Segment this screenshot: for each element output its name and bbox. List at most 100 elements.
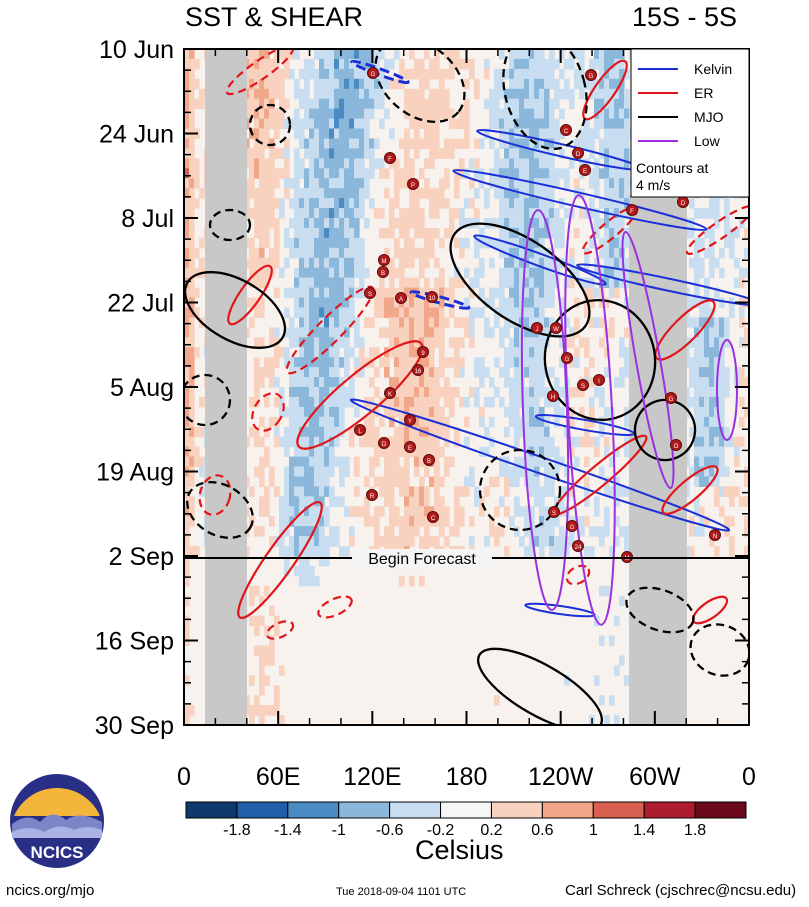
legend-box	[630, 48, 750, 198]
storm-marker: N	[709, 529, 721, 541]
storm-marker: I	[593, 374, 605, 386]
storm-label: K	[388, 392, 392, 398]
y-tick-label: 19 Aug	[96, 459, 174, 487]
storm-marker: M	[378, 254, 390, 266]
x-tick-label: 120E	[343, 763, 401, 791]
er-contour	[198, 474, 232, 516]
footer-credit: Carl Schreck (cjschrec@ncsu.edu)	[565, 882, 797, 899]
storm-marker: S	[548, 506, 560, 518]
storm-label: B	[427, 459, 431, 465]
title-left: SST & SHEAR	[185, 2, 364, 32]
colorbar-tick-label: 1.8	[684, 822, 706, 839]
mjo-contour	[208, 208, 252, 242]
storm-label: C	[431, 516, 436, 522]
kelvin-contour	[576, 263, 749, 307]
low-contour	[621, 230, 675, 490]
er-contour	[654, 299, 716, 361]
y-tick-label: 30 Sep	[95, 712, 174, 740]
storm-label: G	[669, 397, 674, 403]
storm-label: G	[589, 74, 594, 80]
er-contour	[265, 620, 295, 640]
colorbar-tick-label: 1.4	[633, 822, 655, 839]
land-mask-africa	[205, 49, 247, 725]
storm-marker: D	[677, 196, 689, 208]
storm-marker: 16	[412, 364, 424, 376]
er-contour	[227, 264, 273, 326]
storm-label: A	[399, 297, 403, 303]
y-tick-label: 22 Jul	[107, 290, 174, 318]
legend-entry: Kelvin	[694, 61, 732, 77]
colorbar: -1.8 -1.4 -1 -0.6 -0.2 0.2 0.6 1 1.4 1.8	[185, 801, 747, 839]
storm-label: 9	[421, 351, 425, 357]
colorbar-tick-label: -0.2	[427, 822, 455, 839]
logo-text: NCICS	[31, 843, 84, 862]
storm-label: S	[552, 511, 556, 517]
storm-marker: L	[354, 424, 366, 436]
storm-label: D	[576, 152, 581, 158]
colorbar-tick-label: -0.6	[376, 822, 404, 839]
kelvin-contour	[350, 59, 410, 85]
colorbar-swatch	[643, 801, 696, 819]
storm-label: R	[370, 494, 375, 500]
x-tick-label: 60E	[256, 763, 300, 791]
wave-contours: GCDEFPMBSA10JW9G16SHIKYLDEBRSG24MNOGFGCD	[184, 49, 749, 725]
mjo-contour	[478, 448, 562, 532]
storm-marker: E	[579, 164, 591, 176]
storm-marker: K	[384, 387, 396, 399]
mjo-contour	[184, 373, 232, 427]
storm-label: O	[674, 444, 679, 450]
ncics-logo: NCICS	[8, 772, 106, 870]
y-tick-label: 5 Aug	[110, 374, 174, 402]
x-tick-label: 0	[742, 763, 756, 791]
colorbar-swatch	[236, 801, 289, 819]
storm-marker: G	[585, 69, 597, 81]
colorbar-swatch	[694, 801, 747, 819]
storm-label: F	[388, 157, 392, 163]
storm-label: I	[598, 379, 600, 385]
storm-label: S	[581, 384, 585, 390]
y-tick-label: 16 Sep	[95, 628, 174, 656]
kelvin-contour	[409, 290, 471, 310]
storm-marker: D	[378, 437, 390, 449]
storm-marker: B	[423, 454, 435, 466]
storm-marker: J	[531, 322, 543, 334]
storm-label: D	[681, 201, 686, 207]
colorbar-tick-label: 0.2	[480, 822, 502, 839]
mjo-contour	[476, 647, 604, 725]
footer-timestamp: Tue 2018-09-04 1101 UTC	[336, 886, 467, 898]
colorbar-label: Celsius	[415, 835, 504, 865]
x-tick-label: 120W	[528, 763, 594, 791]
colorbar-tick-label: -1.8	[223, 822, 251, 839]
kelvin-contour	[452, 168, 708, 232]
mjo-contour	[184, 271, 287, 349]
storm-marker: F	[384, 152, 396, 164]
storm-label: L	[358, 429, 362, 435]
er-contour	[317, 595, 353, 619]
storm-label: E	[583, 169, 587, 175]
mjo-contour	[543, 298, 657, 422]
er-contour	[237, 500, 323, 620]
storm-marker: B	[377, 266, 389, 278]
storm-marker: D	[572, 147, 584, 159]
mjo-contour	[374, 49, 466, 124]
legend-entry: MJO	[694, 109, 724, 125]
mjo-contour	[248, 103, 292, 147]
colorbar-swatch	[287, 801, 340, 819]
colorbar-tick-label: -1	[332, 822, 346, 839]
storm-marker: O	[670, 439, 682, 451]
colorbar-swatch	[338, 801, 391, 819]
storm-label: H	[551, 395, 555, 401]
storm-label: N	[713, 534, 717, 540]
kelvin-contour	[473, 234, 607, 286]
er-contour	[685, 205, 749, 255]
colorbar-swatch	[541, 801, 594, 819]
storm-marker: G	[665, 392, 677, 404]
storm-marker: 9	[417, 346, 429, 358]
storm-marker: 24	[572, 540, 584, 552]
storm-marker: 10	[426, 291, 438, 303]
storm-marker: E	[404, 441, 416, 453]
y-tick-label: 2 Sep	[109, 543, 174, 571]
low-contour	[564, 194, 616, 626]
y-tick-label: 10 Jun	[99, 36, 174, 64]
